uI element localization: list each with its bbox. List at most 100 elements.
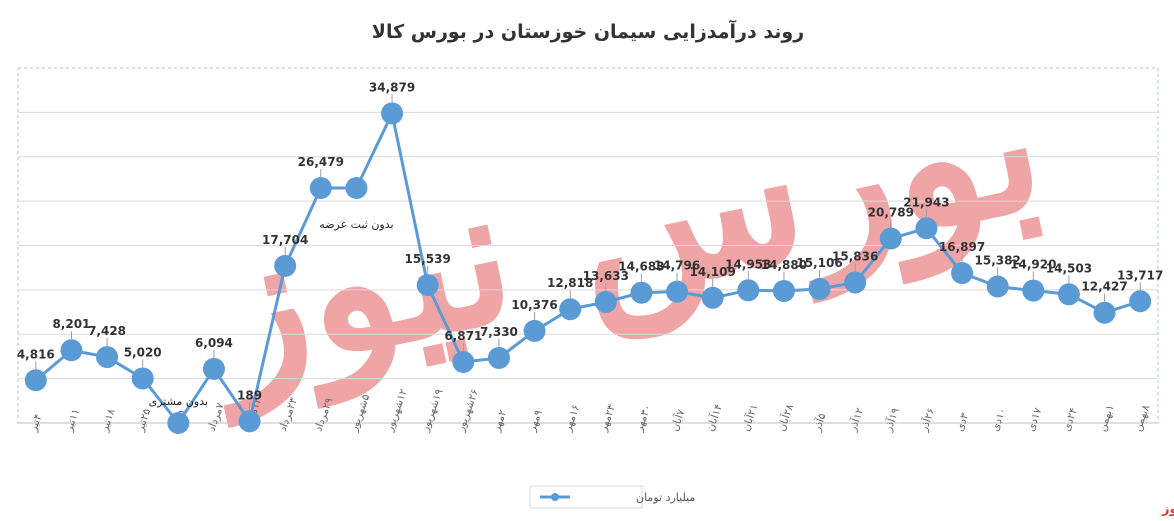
data-label: 13,717 [1117,268,1163,282]
legend-box [529,485,643,509]
legend-label: میلیارد تومان [636,491,695,504]
data-point [202,357,225,380]
x-tick-label: ۱۲شهریور [383,387,410,434]
data-label: 189 [237,388,262,402]
data-point [1057,283,1080,306]
data-point [701,286,724,309]
data-point [1093,301,1116,324]
x-tick-label: ۹مهر [526,408,545,434]
data-point [345,176,368,199]
data-label: 12,427 [1081,280,1127,294]
data-point [274,254,297,277]
annotation-label: بدون مشتری [149,395,208,408]
x-tick-label: ۲۱آبان [739,402,761,433]
x-tick-label: ۸بهمن [1132,403,1153,433]
data-label: 20,789 [868,205,914,219]
brand-logo-text: بورس نیوز [1161,502,1174,517]
data-label: 34,879 [369,80,415,94]
chart-title: روند درآمدزایی سیمان خوزستان در بورس کال… [372,19,804,43]
x-tick-label: ۲مهر [490,408,509,434]
data-label: 7,330 [480,325,518,339]
data-label: 15,836 [832,249,878,263]
x-tick-label: ۳دی [954,411,972,433]
data-label: 5,020 [124,345,162,359]
x-tick-label: ۱۸تیر [98,407,118,434]
data-label: 15,106 [796,256,842,270]
data-label: 14,880 [761,258,807,272]
x-tick-label: ۵آذر [810,411,829,434]
annotations: بدون مشتری بدون ثبت عرضه [149,218,394,408]
x-tick-label: ۲۵تیر [134,407,154,434]
data-point [879,227,902,250]
legend-marker [551,493,559,501]
data-point [915,217,938,240]
x-tick-label: ۵شهریور [348,392,373,434]
x-tick-label: ۲۳مهر [597,403,618,434]
data-point [986,275,1009,298]
data-point [452,351,475,374]
data-point [24,369,47,392]
x-tick-label: ۲۸آبان [775,402,797,433]
x-tick-label: ۲۴دی [1060,406,1080,433]
x-tick-label: ۱۹آذر [881,406,902,434]
x-tick-label: ۳۰مهر [633,403,654,434]
x-tick-label: ۷آبان [668,407,688,433]
x-tick-label: ۴تیر [27,412,45,434]
x-tick-label: ۱۰دی [989,406,1009,433]
data-point [60,339,83,362]
data-point [131,367,154,390]
x-tick-label: ۱۶مهر [561,403,582,434]
data-label: 12,818 [547,276,593,290]
data-point [487,346,510,369]
data-label: 14,683 [618,260,664,274]
data-label: 6,094 [195,336,233,350]
data-label: 14,796 [654,259,700,273]
data-label: 8,201 [52,317,90,331]
data-point [309,176,332,199]
data-point [808,277,831,300]
data-label: 16,897 [939,240,985,254]
gridlines [18,111,1158,380]
data-point [666,280,689,303]
x-tick-label: ۱۷دی [1025,406,1045,433]
data-point [1022,279,1045,302]
data-label: 14,109 [690,265,736,279]
data-label: 13,633 [583,269,629,283]
x-tick-label: ۱۴آبان [703,402,725,433]
data-label: 14,920 [1010,258,1056,272]
x-tick-label: ۲۶شهریور [455,387,482,434]
x-tick-label: ۷مرداد [205,401,226,433]
data-label: 21,943 [903,195,949,209]
x-tick-label: ۱بهمن [1096,403,1117,433]
data-label: 4,816 [17,347,55,361]
data-label: 10,376 [511,298,557,312]
x-tick-label: ۲۶آذر [917,406,938,434]
data-label: 15,539 [405,252,451,266]
data-point [951,262,974,285]
annotation-label: بدون ثبت عرضه [319,218,393,231]
data-point [559,298,582,321]
data-point [96,346,119,369]
data-point [523,319,546,342]
data-point [381,102,404,125]
x-tick-label: ۱۱تیر [63,407,83,434]
data-label: 15,382 [975,253,1021,267]
data-point [416,274,439,297]
data-point [772,279,795,302]
data-label: 14,503 [1046,261,1092,275]
x-tick-label: ۱۲آذر [845,406,866,434]
data-point [1129,290,1152,313]
legend: میلیارد تومان [529,485,695,509]
data-point [737,279,760,302]
data-label: 14,953 [725,257,771,271]
data-label: 17,704 [262,233,308,247]
x-tick-label: ۱۹شهریور [419,387,446,434]
data-point [844,271,867,294]
data-point [167,412,190,434]
data-point [238,410,261,433]
data-label: 6,871 [444,329,482,343]
data-point [594,291,617,314]
data-label: 7,428 [88,324,126,338]
